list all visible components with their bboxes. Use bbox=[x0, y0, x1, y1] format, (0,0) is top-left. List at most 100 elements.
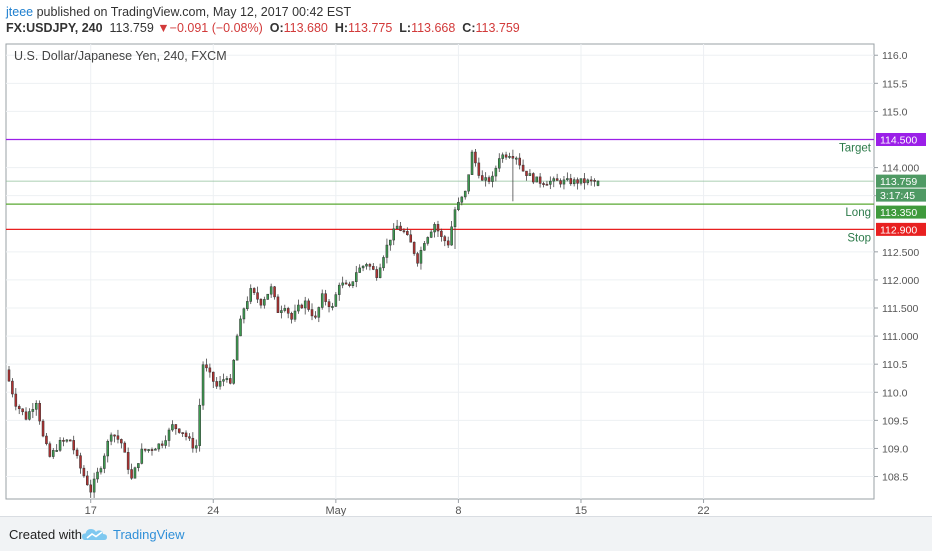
open-value: 113.680 bbox=[283, 21, 328, 35]
candle bbox=[532, 172, 535, 185]
level-name-target: Target bbox=[839, 142, 872, 154]
candle-body bbox=[208, 367, 212, 373]
candle bbox=[566, 172, 569, 182]
candle bbox=[137, 463, 140, 472]
y-tick-label: 108.5 bbox=[882, 472, 908, 484]
candle-body bbox=[576, 179, 579, 184]
candle bbox=[263, 296, 266, 309]
candle bbox=[457, 197, 460, 212]
candle-body bbox=[157, 443, 161, 450]
candle bbox=[375, 266, 378, 281]
candle-body bbox=[96, 471, 99, 480]
candle-body bbox=[252, 288, 256, 293]
close-value: 113.759 bbox=[475, 21, 520, 35]
candle bbox=[303, 296, 307, 315]
candle bbox=[48, 441, 52, 458]
candle bbox=[17, 404, 21, 415]
candle bbox=[504, 151, 508, 160]
candle-body bbox=[497, 158, 501, 169]
candle bbox=[133, 466, 137, 479]
candle bbox=[246, 296, 249, 311]
candle-body bbox=[399, 225, 402, 231]
candle bbox=[147, 449, 150, 453]
candle-body bbox=[416, 253, 419, 264]
candle-body bbox=[293, 310, 297, 320]
candle bbox=[470, 149, 474, 175]
candle-body bbox=[450, 226, 453, 246]
candle bbox=[276, 294, 280, 313]
candle-body bbox=[72, 440, 75, 451]
candle bbox=[21, 408, 24, 416]
candle bbox=[511, 149, 515, 202]
candle bbox=[280, 305, 283, 319]
tradingview-cloud-icon bbox=[82, 529, 107, 540]
candle bbox=[82, 465, 86, 478]
y-tick-label: 111.000 bbox=[882, 331, 919, 343]
candle-body bbox=[48, 443, 52, 457]
high-value: 113.775 bbox=[348, 21, 393, 35]
candle-body bbox=[266, 293, 270, 300]
candle bbox=[399, 221, 402, 232]
candle bbox=[440, 228, 443, 242]
candle bbox=[317, 306, 321, 323]
candle-body bbox=[460, 196, 464, 203]
candle-body bbox=[218, 380, 222, 387]
candle-body bbox=[290, 313, 293, 320]
candle-body bbox=[239, 318, 242, 337]
candle-body bbox=[256, 292, 259, 300]
candle-body bbox=[242, 308, 246, 320]
candle-body bbox=[515, 157, 518, 160]
candle-body bbox=[28, 411, 31, 420]
candle bbox=[552, 176, 556, 188]
candle-body bbox=[327, 301, 331, 308]
candle-body bbox=[34, 403, 38, 410]
candle bbox=[474, 149, 477, 167]
candle-body bbox=[232, 359, 235, 384]
stop-price-tag: 112.900 bbox=[880, 224, 917, 236]
candle-body bbox=[532, 173, 535, 183]
candle-body bbox=[188, 436, 191, 439]
y-tick-label: 115.0 bbox=[882, 106, 908, 118]
candle-body bbox=[596, 180, 600, 186]
candle-body bbox=[423, 243, 426, 251]
candle-body bbox=[474, 151, 477, 164]
candle bbox=[99, 466, 103, 475]
y-tick-label: 116.0 bbox=[882, 50, 908, 62]
candle bbox=[426, 236, 430, 246]
candle-body bbox=[205, 364, 208, 369]
candle-body bbox=[382, 257, 385, 269]
last-price: 113.759 bbox=[109, 21, 154, 35]
candle bbox=[569, 173, 573, 186]
close-label: C: bbox=[462, 21, 476, 35]
candle bbox=[331, 302, 334, 311]
candle bbox=[72, 435, 75, 455]
candle-body bbox=[51, 450, 55, 457]
candle bbox=[559, 178, 562, 188]
candle bbox=[365, 262, 368, 270]
candle-body bbox=[69, 439, 72, 442]
candle bbox=[409, 230, 413, 243]
candle-body bbox=[419, 249, 423, 264]
candle bbox=[126, 447, 130, 475]
candle-body bbox=[120, 439, 123, 444]
candle bbox=[222, 373, 225, 387]
candle-body bbox=[484, 177, 487, 181]
y-tick-label: 114.000 bbox=[882, 163, 919, 175]
symbol-label: FX:USDJPY, 240 bbox=[6, 21, 103, 35]
candle-body bbox=[412, 241, 416, 254]
candle-body bbox=[572, 179, 576, 185]
candle bbox=[450, 220, 453, 246]
tradingview-brand-link[interactable]: TradingView bbox=[113, 527, 185, 542]
candle bbox=[463, 190, 467, 200]
candle-body bbox=[269, 286, 273, 295]
candle-body bbox=[62, 439, 65, 442]
candle bbox=[215, 377, 218, 389]
candle-body bbox=[21, 408, 24, 413]
candle bbox=[583, 173, 586, 190]
candle bbox=[177, 428, 181, 434]
author-link[interactable]: jteee bbox=[6, 5, 34, 19]
candle-body bbox=[579, 178, 583, 184]
candle-body bbox=[174, 424, 178, 430]
candle bbox=[443, 234, 447, 247]
